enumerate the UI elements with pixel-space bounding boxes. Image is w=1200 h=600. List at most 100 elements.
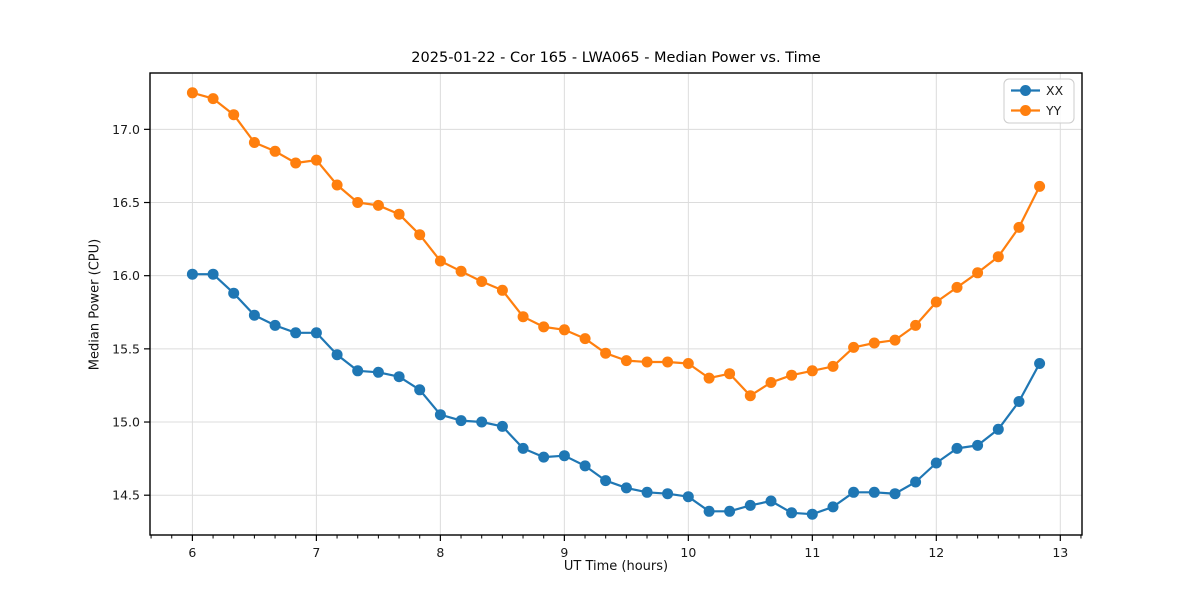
data-point-yy	[414, 229, 426, 241]
data-point-yy	[972, 267, 984, 279]
data-point-yy	[558, 324, 570, 336]
data-point-yy	[517, 311, 529, 323]
data-point-xx	[620, 482, 632, 494]
data-point-xx	[476, 416, 488, 428]
data-point-xx	[848, 486, 860, 498]
x-axis-ticks: 6 7 8 9 10 11 12 13	[188, 535, 1068, 560]
x-tick-label: 12	[928, 545, 944, 560]
data-point-yy	[228, 109, 240, 121]
data-point-xx	[600, 475, 612, 487]
data-point-xx	[331, 349, 343, 361]
data-point-xx	[662, 488, 674, 500]
data-point-yy	[310, 154, 322, 166]
data-point-yy	[662, 356, 674, 368]
data-point-xx	[724, 505, 736, 517]
data-point-xx	[352, 365, 364, 377]
data-point-yy	[372, 199, 384, 211]
y-tick-label: 16.0	[112, 268, 140, 283]
data-point-xx	[496, 420, 508, 432]
data-point-xx	[372, 366, 384, 378]
x-tick-label: 8	[436, 545, 444, 560]
data-point-yy	[765, 377, 777, 388]
data-point-xx	[868, 486, 880, 498]
x-tick-label: 13	[1052, 545, 1068, 560]
data-point-yy	[930, 296, 942, 308]
data-point-xx	[310, 327, 322, 339]
data-point-xx	[1034, 358, 1046, 369]
series-yy-line	[192, 91, 1041, 397]
data-point-yy	[186, 87, 198, 99]
data-point-yy	[269, 145, 281, 157]
series-yy	[186, 87, 1046, 402]
data-point-xx	[538, 451, 550, 463]
data-point-xx	[290, 327, 302, 339]
data-point-xx	[910, 476, 922, 488]
data-point-xx	[703, 505, 715, 517]
data-point-yy	[248, 137, 260, 148]
y-axis-label: Median Power (CPU)	[87, 238, 103, 371]
data-point-yy	[806, 365, 818, 377]
data-point-xx	[434, 409, 446, 421]
chart-title: 2025-01-22 - Cor 165 - LWA065 - Median P…	[411, 50, 821, 66]
y-tick-label: 16.5	[112, 195, 140, 210]
legend-label-xx: XX	[1046, 83, 1064, 98]
data-point-yy	[207, 93, 219, 105]
data-point-yy	[455, 265, 467, 277]
data-point-xx	[248, 309, 260, 321]
data-point-yy	[889, 334, 901, 346]
legend-item-yy: YY	[1011, 103, 1062, 118]
data-point-xx	[414, 384, 426, 396]
data-point-yy	[951, 281, 963, 293]
data-point-xx	[186, 268, 198, 280]
data-point-yy	[434, 255, 446, 267]
data-point-yy	[724, 368, 736, 380]
data-point-xx	[641, 486, 653, 498]
data-point-xx	[972, 439, 984, 451]
legend: XX YY	[1003, 78, 1075, 124]
data-point-yy	[641, 356, 653, 368]
legend-item-xx: XX	[1011, 83, 1064, 98]
x-tick-label: 7	[312, 545, 320, 560]
legend-marker	[1020, 105, 1031, 116]
data-point-xx	[992, 423, 1004, 435]
x-axis-label: UT Time (hours)	[563, 559, 669, 574]
data-point-yy	[600, 347, 612, 359]
data-point-xx	[765, 495, 777, 507]
data-point-yy	[476, 276, 488, 287]
data-point-xx	[455, 415, 467, 427]
data-point-xx	[393, 371, 405, 383]
data-point-xx	[228, 287, 240, 299]
y-tick-label: 15.0	[112, 415, 140, 430]
data-point-xx	[806, 508, 818, 520]
data-point-xx	[889, 488, 901, 500]
data-point-xx	[1013, 396, 1025, 407]
data-point-yy	[992, 251, 1004, 263]
data-point-yy	[1013, 221, 1025, 233]
data-point-xx	[827, 501, 839, 513]
data-point-yy	[786, 369, 798, 381]
data-point-xx	[517, 442, 529, 454]
data-point-yy	[620, 355, 632, 367]
legend-marker	[1020, 85, 1031, 96]
data-point-yy	[496, 284, 508, 296]
data-point-yy	[744, 390, 756, 402]
y-axis-ticks: 14.5 15.0 15.5 16.0 16.5 17.0	[112, 122, 150, 503]
series-xx	[186, 268, 1046, 520]
y-tick-label: 15.5	[112, 341, 140, 356]
data-point-yy	[290, 157, 302, 169]
data-point-xx	[269, 319, 281, 331]
y-tick-label: 17.0	[112, 122, 140, 137]
data-point-yy	[331, 179, 343, 191]
data-point-yy	[579, 333, 591, 345]
data-point-yy	[848, 341, 860, 353]
data-point-yy	[827, 360, 839, 372]
data-point-xx	[744, 499, 756, 511]
legend-label-yy: YY	[1045, 103, 1062, 118]
x-tick-label: 10	[680, 545, 696, 560]
data-point-xx	[682, 491, 694, 503]
y-tick-label: 14.5	[112, 488, 140, 503]
x-tick-label: 6	[188, 545, 196, 560]
data-point-xx	[207, 268, 219, 280]
data-point-yy	[703, 372, 715, 384]
